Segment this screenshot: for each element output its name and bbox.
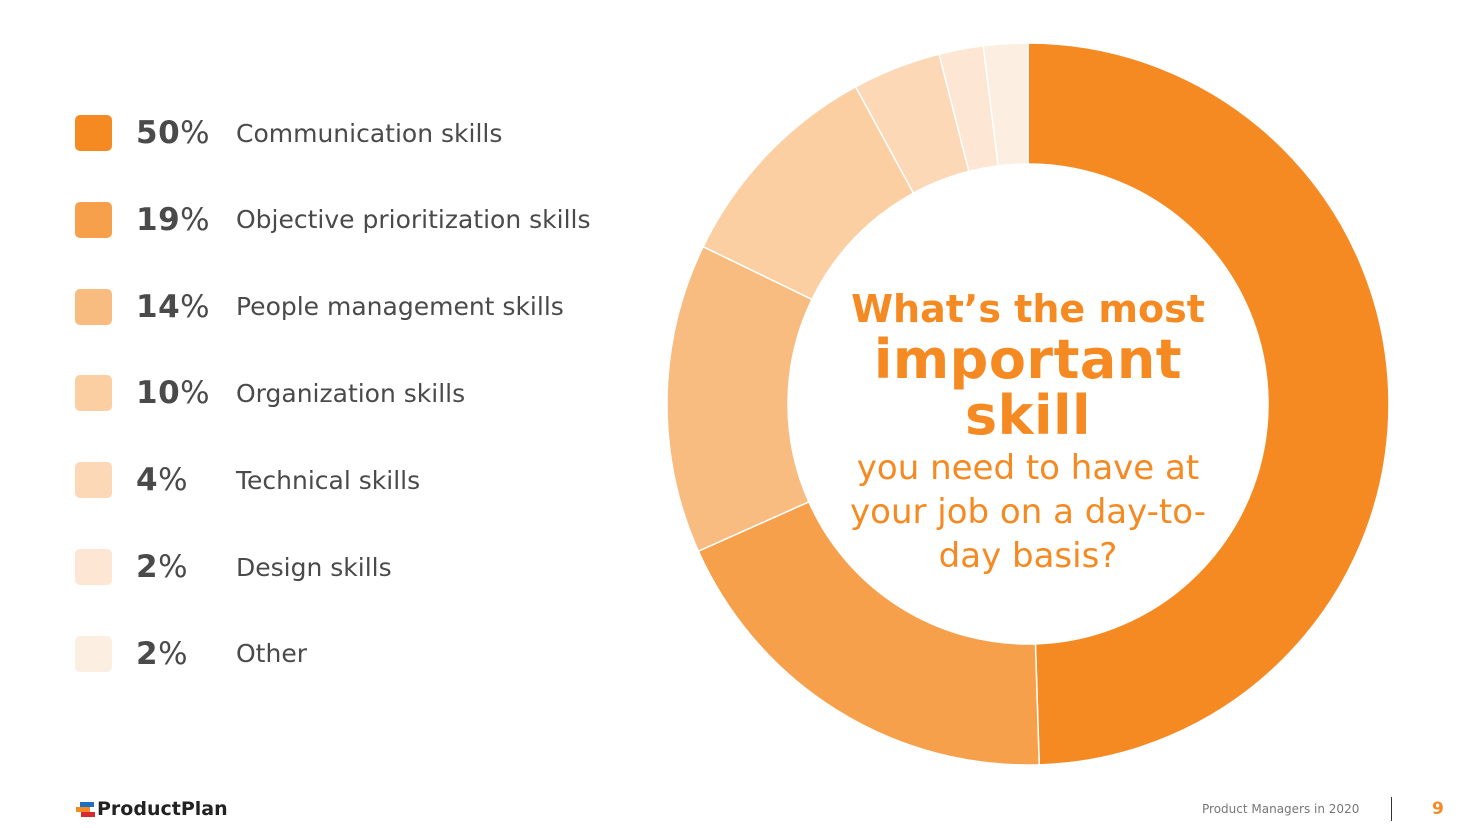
- legend-item: 14% People management skills: [75, 287, 675, 327]
- legend-label: Objective prioritization skills: [236, 205, 591, 235]
- legend-swatch: [75, 201, 112, 238]
- legend-percent: 19%: [136, 201, 211, 238]
- legend-swatch: [75, 635, 112, 672]
- productplan-logo-icon: [76, 800, 96, 818]
- footer-divider: [1391, 797, 1392, 821]
- page-number: 9: [1432, 799, 1444, 819]
- legend-item: 50% Communication skills: [75, 113, 675, 153]
- donut-slice-people-management-skills: [666, 245, 814, 553]
- question-line-2: important skill: [873, 328, 1183, 447]
- donut-slice-other: [982, 42, 1029, 167]
- legend-item: 10% Organization skills: [75, 373, 675, 413]
- legend-label: People management skills: [236, 292, 564, 322]
- legend-percent: 2%: [136, 635, 189, 672]
- legend-item: 19% Objective prioritization skills: [75, 200, 675, 240]
- legend-label: Organization skills: [236, 378, 466, 408]
- legend-label: Technical skills: [236, 465, 421, 495]
- report-title: Product Managers in 2020: [1202, 802, 1360, 816]
- legend-swatch: [75, 375, 112, 412]
- legend-item: 2% Other: [75, 634, 675, 674]
- legend-percent: 14%: [136, 288, 211, 325]
- legend-percent: 4%: [136, 462, 189, 499]
- legend-label: Design skills: [236, 552, 392, 582]
- legend-swatch: [75, 462, 112, 499]
- question-line-1: What’s the most: [851, 287, 1205, 331]
- legend-label: Communication skills: [236, 118, 503, 148]
- question-line-3: you need to have at your job on a day-to…: [850, 448, 1206, 576]
- center-question: What’s the most important skill you need…: [808, 286, 1248, 578]
- legend-swatch: [75, 288, 112, 325]
- legend-label: Other: [236, 639, 307, 669]
- legend-swatch: [75, 115, 112, 151]
- productplan-logo: ProductPlan: [76, 798, 228, 820]
- donut-slice-communication-skills: [1027, 42, 1390, 766]
- legend-percent: 50%: [136, 115, 211, 151]
- donut-slice-objective-prioritization-skills: [697, 500, 1041, 766]
- legend-percent: 2%: [136, 549, 189, 585]
- legend-percent: 10%: [136, 375, 211, 412]
- legend-item: 2% Design skills: [75, 547, 675, 587]
- logo-text: ProductPlan: [97, 798, 228, 820]
- legend-item: 4% Technical skills: [75, 460, 675, 500]
- legend-swatch: [75, 549, 112, 585]
